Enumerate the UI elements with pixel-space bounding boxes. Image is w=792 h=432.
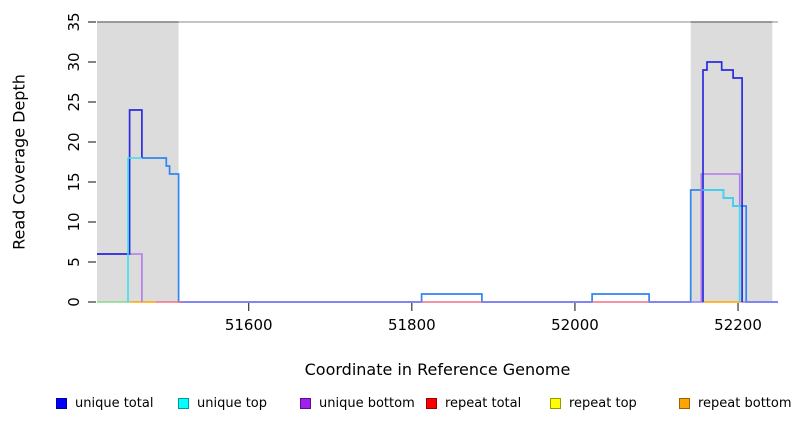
legend-swatch: [56, 398, 67, 409]
legend-swatch: [426, 398, 437, 409]
legend-label: repeat top: [569, 396, 637, 411]
series-unique-top: [702, 189, 741, 302]
x-tick-label: 52000: [551, 316, 599, 334]
x-axis-title: Coordinate in Reference Genome: [304, 360, 571, 379]
x-tick-label: 51800: [388, 316, 436, 334]
y-tick-label: 0: [65, 297, 83, 307]
legend-item-unique-total: unique total: [56, 396, 153, 411]
y-tick-label: 30: [65, 52, 83, 71]
legend-item-repeat-bottom: repeat bottom: [679, 396, 792, 411]
series-unique-total: [97, 109, 143, 255]
legend-swatch: [550, 398, 561, 409]
y-tick-label: 5: [65, 257, 83, 267]
x-tick-label: 52200: [714, 316, 762, 334]
legend-item-unique-top: unique top: [178, 396, 267, 411]
y-tick-label: 15: [65, 172, 83, 191]
legend-label: unique bottom: [319, 396, 415, 411]
legend-item-repeat-total: repeat total: [426, 396, 521, 411]
legend: unique total unique top unique bottom repea…: [0, 396, 792, 420]
legend-label: repeat total: [445, 396, 522, 411]
series-total-outline: [141, 157, 778, 303]
legend-swatch: [300, 398, 311, 409]
legend-label: unique top: [197, 396, 268, 411]
series-unique-total: [702, 61, 743, 302]
legend-label: unique total: [75, 396, 154, 411]
legend-item-unique-bottom: unique bottom: [300, 396, 415, 411]
legend-swatch: [679, 398, 690, 409]
y-tick-label: 25: [65, 92, 83, 111]
y-tick-label: 20: [65, 132, 83, 151]
right-gray-region: [690, 22, 773, 302]
series-unique-top: [127, 157, 142, 302]
y-axis-title: Read Coverage Depth: [9, 74, 29, 250]
legend-item-repeat-top: repeat top: [550, 396, 637, 411]
legend-label: repeat bottom: [698, 396, 792, 411]
y-tick-label: 10: [65, 212, 83, 231]
y-tick-label: 35: [65, 12, 83, 31]
coverage-chart: 51600 51800 52000 52200 0 5 10 15 20 25 30 35: [65, 12, 778, 334]
x-tick-label: 51600: [225, 316, 273, 334]
legend-swatch: [178, 398, 189, 409]
left-gray-region: [97, 22, 179, 302]
